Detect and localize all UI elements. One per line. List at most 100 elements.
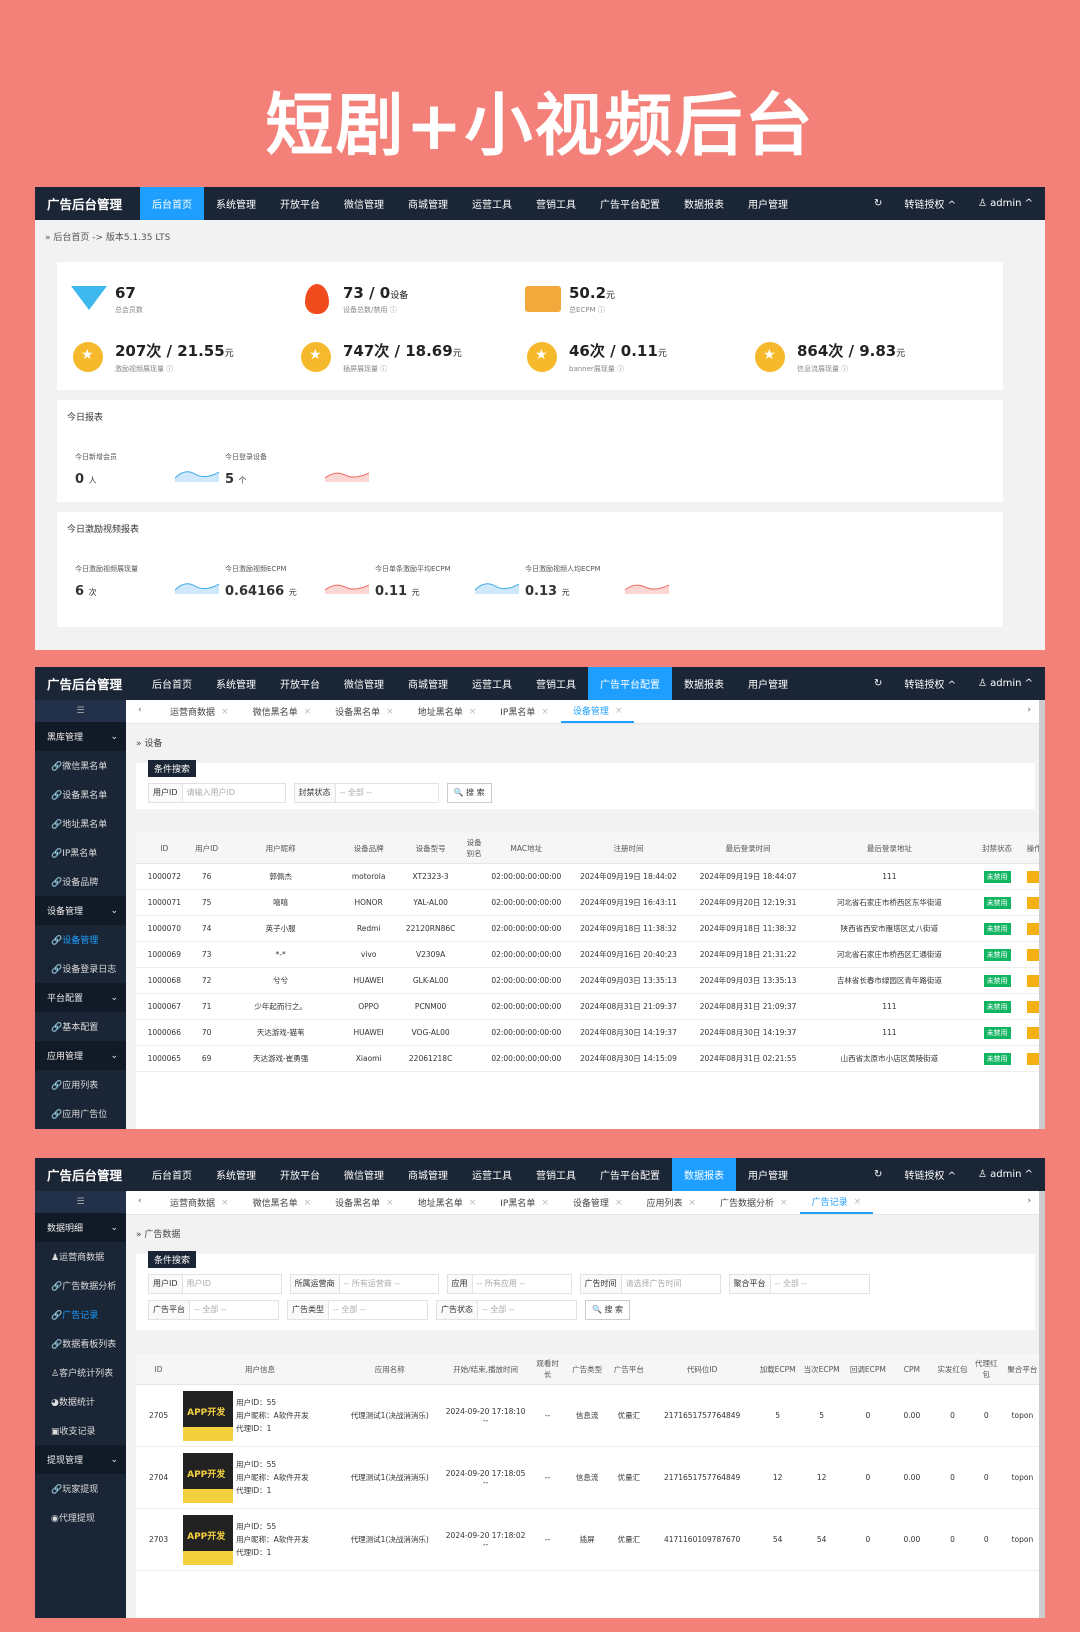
scrollbar[interactable]: [1039, 700, 1045, 1129]
tab-item[interactable]: 设备黑名单 ×: [323, 1191, 406, 1214]
refresh-icon[interactable]: ↻: [874, 1169, 883, 1180]
scrollbar[interactable]: [1039, 1191, 1045, 1618]
tab-item[interactable]: 设备管理 ×: [561, 1191, 635, 1214]
nav-item[interactable]: 营销工具: [536, 1171, 576, 1182]
nav-item[interactable]: 用户管理: [748, 680, 788, 691]
nav-item[interactable]: 营销工具: [536, 680, 576, 691]
nav-item[interactable]: 用户管理: [748, 200, 788, 211]
sidebar-group[interactable]: 数据明细 ⌄: [35, 1213, 126, 1242]
search-button[interactable]: 🔍 搜 索: [585, 1300, 631, 1320]
nav-item[interactable]: 数据报表: [684, 680, 724, 691]
ban-button[interactable]: [1027, 948, 1042, 961]
close-icon[interactable]: ×: [221, 1197, 229, 1208]
chevron-left-icon[interactable]: ‹: [138, 1196, 142, 1206]
chevron-left-icon[interactable]: ‹: [138, 705, 142, 715]
ban-button[interactable]: [1027, 974, 1042, 987]
sidebar-group[interactable]: 提现管理 ⌄: [35, 1445, 126, 1474]
sidebar-item[interactable]: ♙客户统计列表: [35, 1358, 126, 1387]
filter-input[interactable]: -- 所有应用 --: [471, 1274, 572, 1294]
nav-item[interactable]: 后台首页: [140, 187, 204, 220]
sidebar-item[interactable]: 🔗设备品牌: [35, 867, 126, 896]
sidebar-item[interactable]: 🔗设备登录日志: [35, 954, 126, 983]
sidebar-group[interactable]: 设备管理 ⌄: [35, 896, 126, 925]
sidebar-item[interactable]: 🔗数据看板列表: [35, 1329, 126, 1358]
status-select[interactable]: -- 全部 --: [334, 783, 439, 803]
nav-item[interactable]: 系统管理: [216, 1171, 256, 1182]
close-icon[interactable]: ×: [541, 1197, 549, 1208]
sidebar-item[interactable]: 🔗设备黑名单: [35, 780, 126, 809]
user-menu[interactable]: ♙ admin ^: [977, 678, 1033, 689]
nav-item[interactable]: 广告平台配置: [600, 1171, 660, 1182]
nav-item[interactable]: 后台首页: [152, 680, 192, 691]
sidebar-item[interactable]: 🔗微信黑名单: [35, 751, 126, 780]
user-menu[interactable]: ♙ admin ^: [977, 198, 1033, 209]
tab-item[interactable]: 运营商数据 ×: [158, 1191, 241, 1214]
nav-item[interactable]: 开放平台: [280, 200, 320, 211]
nav-item[interactable]: 微信管理: [344, 680, 384, 691]
sidebar-item[interactable]: 🔗应用广告位: [35, 1099, 126, 1128]
filter-input[interactable]: 请选择广告时间: [620, 1274, 721, 1294]
ban-button[interactable]: [1027, 1052, 1042, 1065]
nav-item[interactable]: 商城管理: [408, 200, 448, 211]
tab-item[interactable]: 微信黑名单 ×: [241, 700, 324, 723]
user-id-input[interactable]: 请输入用户ID: [181, 783, 286, 803]
tab-item[interactable]: IP黑名单 ×: [488, 700, 561, 723]
sidebar-item[interactable]: 🔗基本配置: [35, 1012, 126, 1041]
nav-item[interactable]: 运营工具: [472, 200, 512, 211]
sidebar-item[interactable]: 🔗IP黑名单: [35, 838, 126, 867]
ban-button[interactable]: [1027, 870, 1042, 883]
nav-item[interactable]: 用户管理: [748, 1171, 788, 1182]
refresh-icon[interactable]: ↻: [874, 198, 883, 209]
search-button[interactable]: 🔍 搜 索: [446, 783, 492, 803]
close-icon[interactable]: ×: [468, 1197, 477, 1208]
close-icon[interactable]: ×: [386, 706, 394, 717]
nav-item[interactable]: 营销工具: [536, 200, 576, 211]
nav-item[interactable]: 后台首页: [152, 1171, 192, 1182]
tab-item[interactable]: 地址黑名单 ×: [406, 1191, 489, 1214]
tab-item[interactable]: 微信黑名单 ×: [241, 1191, 324, 1214]
tab-item[interactable]: 设备黑名单 ×: [323, 700, 406, 723]
auth-menu[interactable]: 转链授权 ^: [904, 680, 956, 691]
filter-input[interactable]: -- 全部 --: [189, 1300, 279, 1320]
filter-input[interactable]: -- 全部 --: [769, 1274, 870, 1294]
nav-item[interactable]: 开放平台: [280, 1171, 320, 1182]
ban-button[interactable]: [1027, 1000, 1042, 1013]
refresh-icon[interactable]: ↻: [874, 678, 883, 689]
nav-item[interactable]: 商城管理: [408, 1171, 448, 1182]
tab-item[interactable]: 应用列表 ×: [634, 1191, 708, 1214]
sidebar-item[interactable]: 🔗地址黑名单: [35, 809, 126, 838]
auth-menu[interactable]: 转链授权 ^: [904, 200, 956, 211]
nav-item[interactable]: 数据报表: [684, 200, 724, 211]
sidebar-item[interactable]: ◕数据统计: [35, 1387, 126, 1416]
close-icon[interactable]: ×: [221, 706, 229, 717]
tab-item[interactable]: 设备管理 ×: [560, 700, 635, 723]
close-icon[interactable]: ×: [386, 1197, 394, 1208]
close-icon[interactable]: ×: [303, 1197, 312, 1208]
ban-button[interactable]: [1027, 922, 1042, 935]
chevron-right-icon[interactable]: ›: [1027, 1196, 1031, 1206]
tab-item[interactable]: 地址黑名单 ×: [406, 700, 489, 723]
nav-item[interactable]: 广告平台配置: [588, 667, 672, 700]
sidebar-item[interactable]: 🔗广告记录: [35, 1300, 126, 1329]
nav-item[interactable]: 数据报表: [672, 1158, 736, 1191]
menu-toggle-icon[interactable]: ☰: [35, 700, 126, 722]
sidebar-group[interactable]: 应用管理 ⌄: [35, 1041, 126, 1070]
sidebar-item[interactable]: 🔗广告数据分析: [35, 1271, 126, 1300]
menu-toggle-icon[interactable]: ☰: [35, 1191, 126, 1213]
nav-item[interactable]: 系统管理: [216, 680, 256, 691]
user-menu[interactable]: ♙ admin ^: [977, 1169, 1033, 1180]
sidebar-group[interactable]: 黑库管理 ⌄: [35, 722, 126, 751]
sidebar-item[interactable]: ♟运营商数据: [35, 1242, 126, 1271]
close-icon[interactable]: ×: [303, 706, 312, 717]
nav-item[interactable]: 运营工具: [472, 1171, 512, 1182]
nav-item[interactable]: 运营工具: [472, 680, 512, 691]
close-icon[interactable]: ×: [614, 705, 623, 716]
close-icon[interactable]: ×: [780, 1197, 788, 1208]
filter-input[interactable]: -- 所有运营商 --: [338, 1274, 439, 1294]
filter-input[interactable]: -- 全部 --: [477, 1300, 577, 1320]
tab-item[interactable]: 广告数据分析 ×: [708, 1191, 800, 1214]
nav-item[interactable]: 微信管理: [344, 1171, 384, 1182]
sidebar-group[interactable]: 平台配置 ⌄: [35, 983, 126, 1012]
close-icon[interactable]: ×: [468, 706, 477, 717]
nav-item[interactable]: 开放平台: [280, 680, 320, 691]
